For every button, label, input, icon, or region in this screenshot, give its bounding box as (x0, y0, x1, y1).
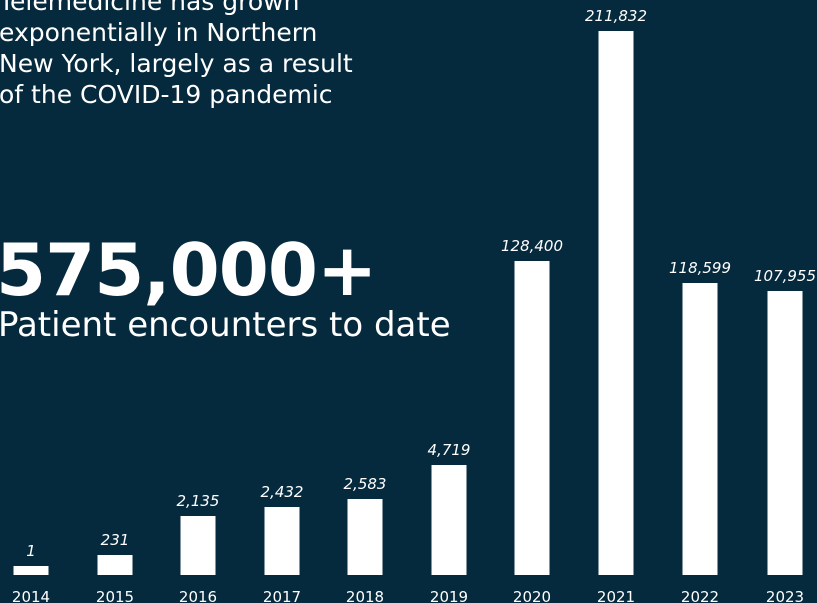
x-tick-2017: 2017 (263, 588, 301, 603)
bar-2019 (431, 465, 467, 575)
value-label-2023: 107,955 (754, 267, 816, 285)
value-label-2017: 2,432 (261, 483, 304, 501)
bar-2020 (514, 261, 550, 575)
x-tick-2015: 2015 (96, 588, 134, 603)
value-label-2022: 118,599 (669, 259, 731, 277)
value-label-2021: 211,832 (585, 7, 647, 25)
value-label-2015: 231 (101, 531, 130, 549)
headline: Telemedicine has grown exponentially in … (0, 0, 353, 109)
x-tick-2019: 2019 (430, 588, 468, 603)
bar-2022 (682, 283, 718, 575)
value-label-2016: 2,135 (177, 492, 220, 510)
value-label-2018: 2,583 (344, 475, 387, 493)
value-label-2014: 1 (26, 542, 36, 560)
bar-2021 (598, 31, 634, 575)
x-tick-2022: 2022 (681, 588, 719, 603)
total-encounters-value: 575,000+ (0, 228, 377, 312)
total-encounters-caption: Patient encounters to date (0, 305, 451, 345)
bar-2018 (347, 499, 383, 575)
x-tick-2018: 2018 (346, 588, 384, 603)
x-tick-2016: 2016 (179, 588, 217, 603)
bar-2017 (264, 507, 300, 575)
bar-2016 (180, 516, 216, 575)
x-tick-2021: 2021 (597, 588, 635, 603)
value-label-2019: 4,719 (428, 441, 471, 459)
x-tick-2020: 2020 (513, 588, 551, 603)
bar-2014 (13, 566, 49, 575)
x-tick-2014: 2014 (12, 588, 50, 603)
value-label-2020: 128,400 (501, 237, 563, 255)
x-tick-2023: 2023 (766, 588, 804, 603)
bar-2023 (767, 291, 803, 575)
bar-2015 (97, 555, 133, 575)
